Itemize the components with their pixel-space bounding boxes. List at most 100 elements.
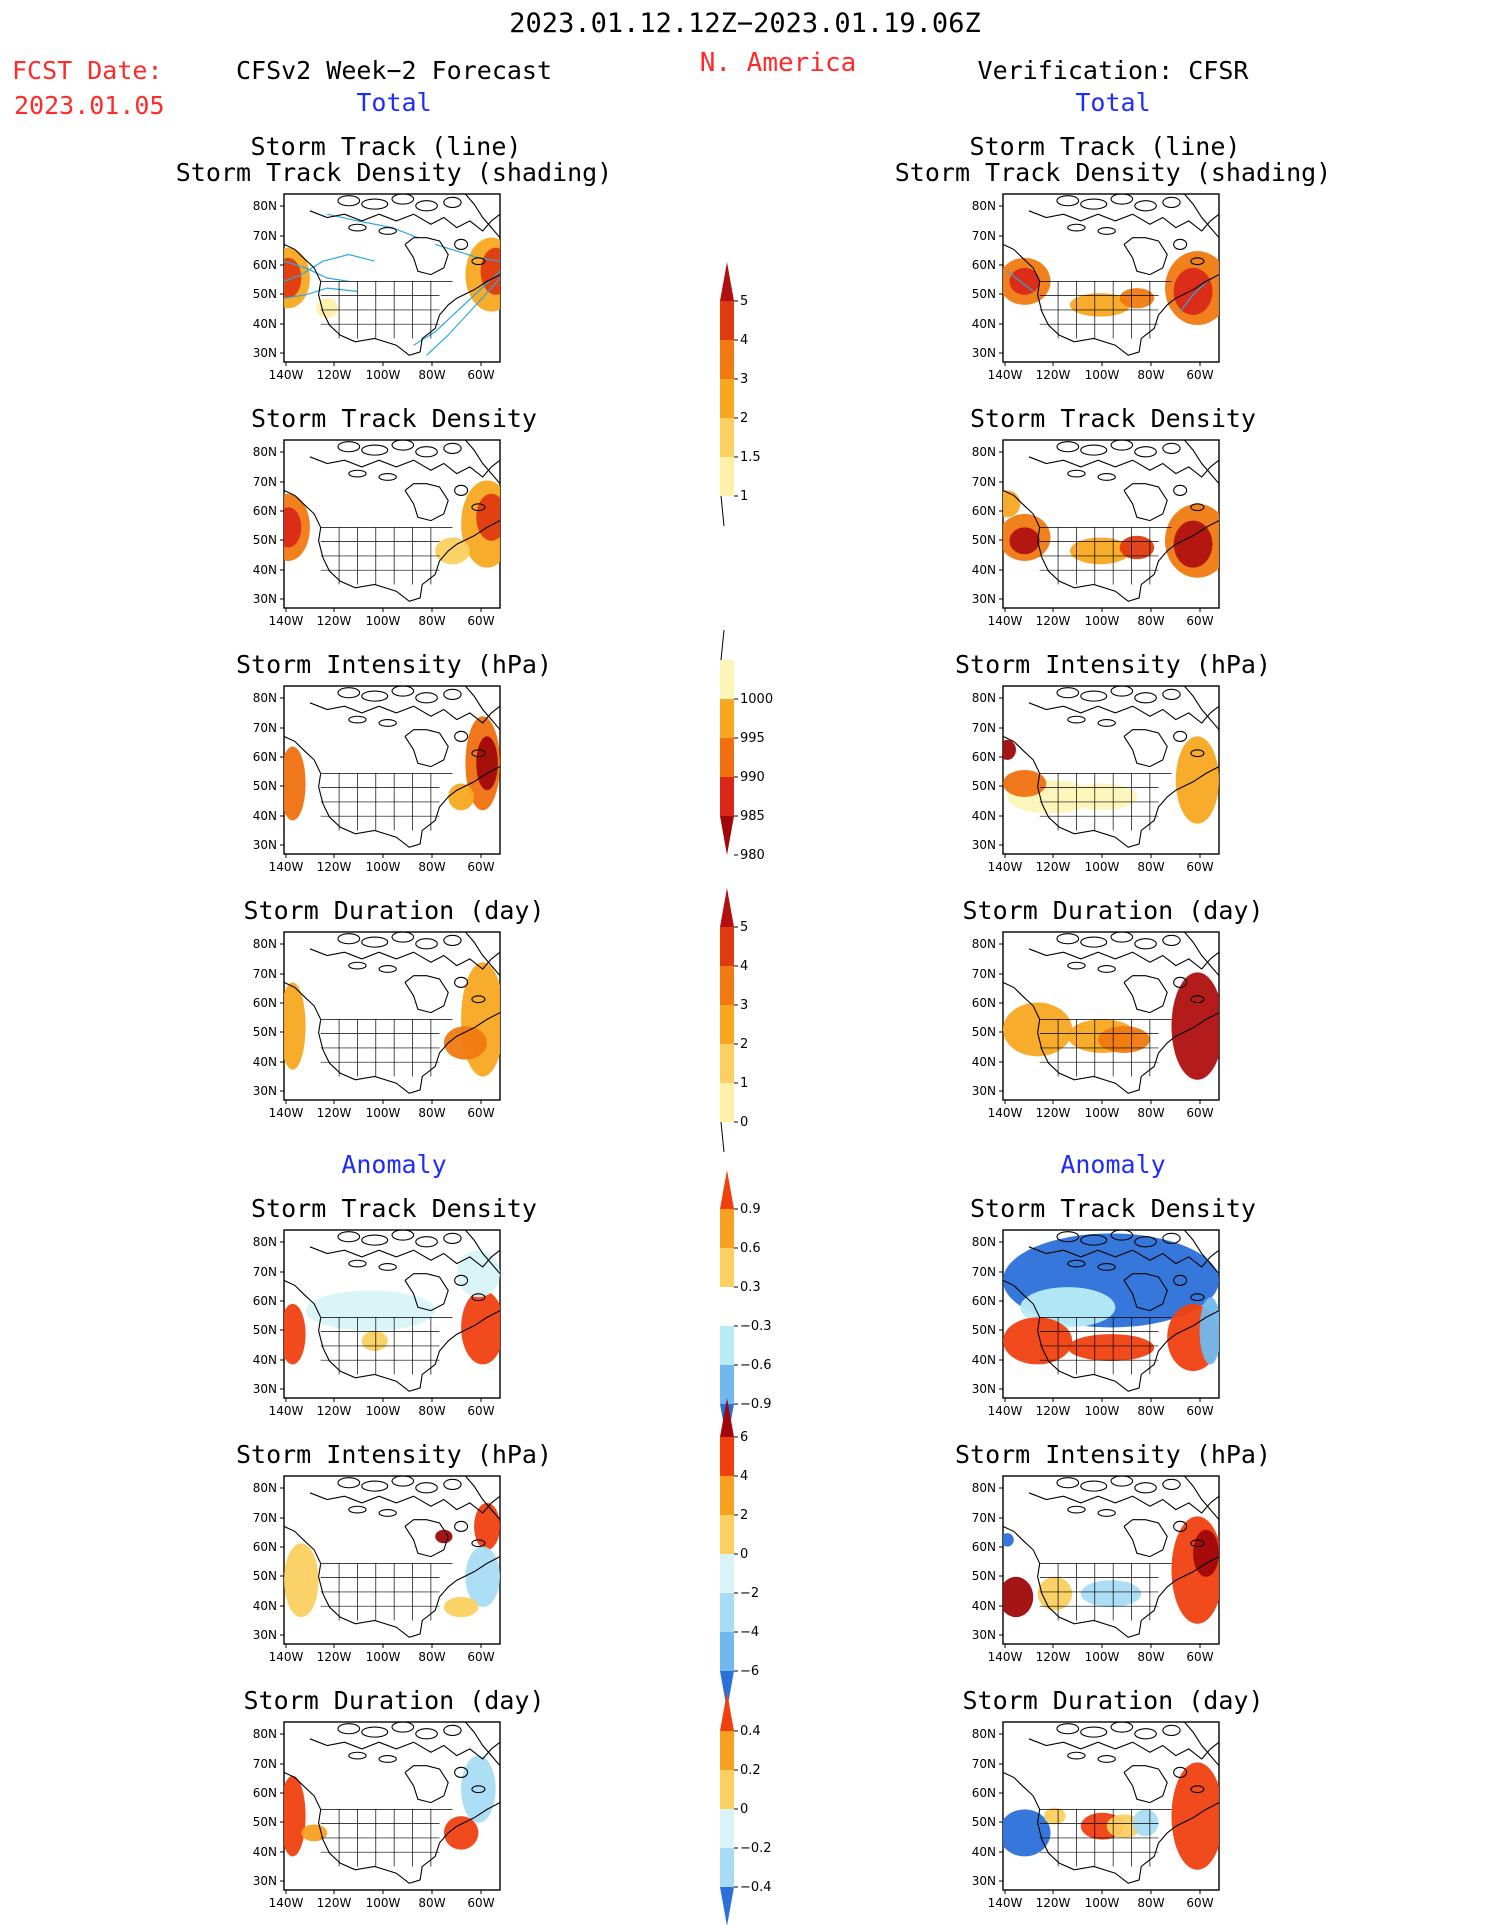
island xyxy=(1190,995,1205,1004)
hudson-bay xyxy=(404,729,449,768)
shading-blob xyxy=(1037,1576,1073,1611)
colorbar-segment xyxy=(720,379,734,418)
lon-tick-label: 60W xyxy=(1186,860,1213,874)
lat-tick-label: 40N xyxy=(972,1055,996,1069)
colorbar-arrow-top xyxy=(720,888,734,927)
lat-tick-label: 60N xyxy=(972,996,996,1010)
colorbar-segment xyxy=(720,660,734,699)
lat-tick-label: 60N xyxy=(972,1294,996,1308)
colorbar-label: 2 xyxy=(740,411,748,426)
hudson-bay xyxy=(1123,483,1168,522)
coastline xyxy=(284,243,500,356)
island xyxy=(1190,749,1205,758)
island xyxy=(348,715,367,724)
forecast-title: CFSv2 Week−2 Forecast xyxy=(235,56,553,85)
lat-tick-label: 30N xyxy=(972,1628,996,1642)
lon-tick-label: 140W xyxy=(988,1106,1023,1120)
total-label-verification: Total xyxy=(1075,88,1151,117)
colorbar-density-total: 5 4 3 2 1.5 1 xyxy=(720,262,761,527)
coastline xyxy=(284,489,500,602)
lon-tick-label: 60W xyxy=(467,1650,494,1664)
island xyxy=(443,442,462,454)
lon-tick-label: 120W xyxy=(1036,860,1071,874)
colorbar-label: 3 xyxy=(740,998,748,1013)
colorbar-intensity-total: 1000 995 990 985 980 xyxy=(720,629,773,863)
island xyxy=(361,1480,389,1492)
island xyxy=(391,686,415,697)
panel-title-intensity-forecast: Storm Intensity (hPa) xyxy=(235,650,553,679)
map-content xyxy=(1003,1476,1219,1638)
shading-blob xyxy=(1009,527,1040,555)
lat-tick-label: 40N xyxy=(972,563,996,577)
shading-blob xyxy=(1003,739,1016,760)
colorbar-label: 6 xyxy=(740,1430,748,1445)
island xyxy=(1162,688,1181,700)
panel-title-density-anom-verification: Storm Track Density xyxy=(970,1194,1256,1223)
island xyxy=(471,749,486,758)
lon-tick-label: 140W xyxy=(269,860,304,874)
coastline xyxy=(1003,243,1219,356)
lat-tick-label: 30N xyxy=(972,592,996,606)
colorbar-segment xyxy=(720,738,734,777)
island xyxy=(337,687,361,699)
colorbar-density-anom: 0.9 0.6 0.3 −0.3 −0.6 −0.9 xyxy=(720,1170,772,1443)
lon-tick-label: 80W xyxy=(1137,1650,1164,1664)
colorbar-tail xyxy=(720,1121,725,1153)
colorbar-label: 4 xyxy=(740,959,748,974)
verification-title: Verification: CFSR xyxy=(977,56,1249,85)
colorbar-arrow-top xyxy=(720,1170,734,1209)
island xyxy=(1056,933,1080,945)
island xyxy=(361,198,389,210)
lat-tick-label: 70N xyxy=(253,229,277,243)
shading-blob xyxy=(284,982,306,1070)
lon-tick-label: 100W xyxy=(366,368,401,382)
lat-tick-label: 70N xyxy=(972,475,996,489)
island xyxy=(391,932,415,943)
island xyxy=(454,238,469,250)
island xyxy=(337,1231,361,1243)
arctic-coastline xyxy=(309,210,500,232)
island xyxy=(361,936,389,948)
shading-blob xyxy=(476,493,500,541)
island xyxy=(1162,1232,1181,1244)
lat-tick-label: 70N xyxy=(972,967,996,981)
island xyxy=(1173,1766,1188,1778)
island xyxy=(1162,1478,1181,1490)
island xyxy=(348,469,367,478)
island xyxy=(348,961,367,970)
shading-blob xyxy=(284,1303,306,1365)
island xyxy=(415,1482,438,1494)
island xyxy=(337,195,361,207)
island xyxy=(471,1785,486,1794)
island xyxy=(443,1478,462,1490)
storm-track-line xyxy=(1179,277,1211,312)
lat-tick-label: 30N xyxy=(253,1874,277,1888)
lon-tick-label: 80W xyxy=(418,614,445,628)
greenland-coast xyxy=(1183,1230,1219,1275)
lat-tick-label: 40N xyxy=(972,809,996,823)
map-content xyxy=(1003,1230,1219,1392)
region-title: N. America xyxy=(699,48,857,78)
shading-blob xyxy=(443,1816,479,1850)
shading-blob xyxy=(1003,1809,1051,1857)
greenland-coast xyxy=(464,440,500,485)
colorbar-label: 0 xyxy=(740,1802,748,1817)
shading-blob xyxy=(456,1250,500,1298)
island xyxy=(1110,1230,1134,1241)
island xyxy=(1134,1482,1157,1494)
island xyxy=(1056,1231,1080,1243)
greenland-coast xyxy=(1183,1722,1219,1767)
panel-title-duration-verification: Storm Duration (day) xyxy=(962,896,1264,925)
lon-tick-label: 100W xyxy=(366,614,401,628)
island xyxy=(1080,1480,1108,1492)
lat-tick-label: 30N xyxy=(972,1874,996,1888)
colorbar-arrow-top xyxy=(720,1692,734,1731)
map-panel-f-density-anom: 80N 70N 60N 50N 40N 30N 140W 120W 100W 80W 60W xyxy=(253,1229,501,1418)
lat-tick-label: 80N xyxy=(972,1727,996,1741)
lat-tick-label: 80N xyxy=(253,445,277,459)
arctic-coastline xyxy=(1028,1738,1219,1760)
lon-tick-label: 80W xyxy=(418,368,445,382)
lat-tick-label: 70N xyxy=(972,721,996,735)
shading-blob xyxy=(301,1824,328,1842)
colorbar-arrow-top xyxy=(720,262,734,301)
